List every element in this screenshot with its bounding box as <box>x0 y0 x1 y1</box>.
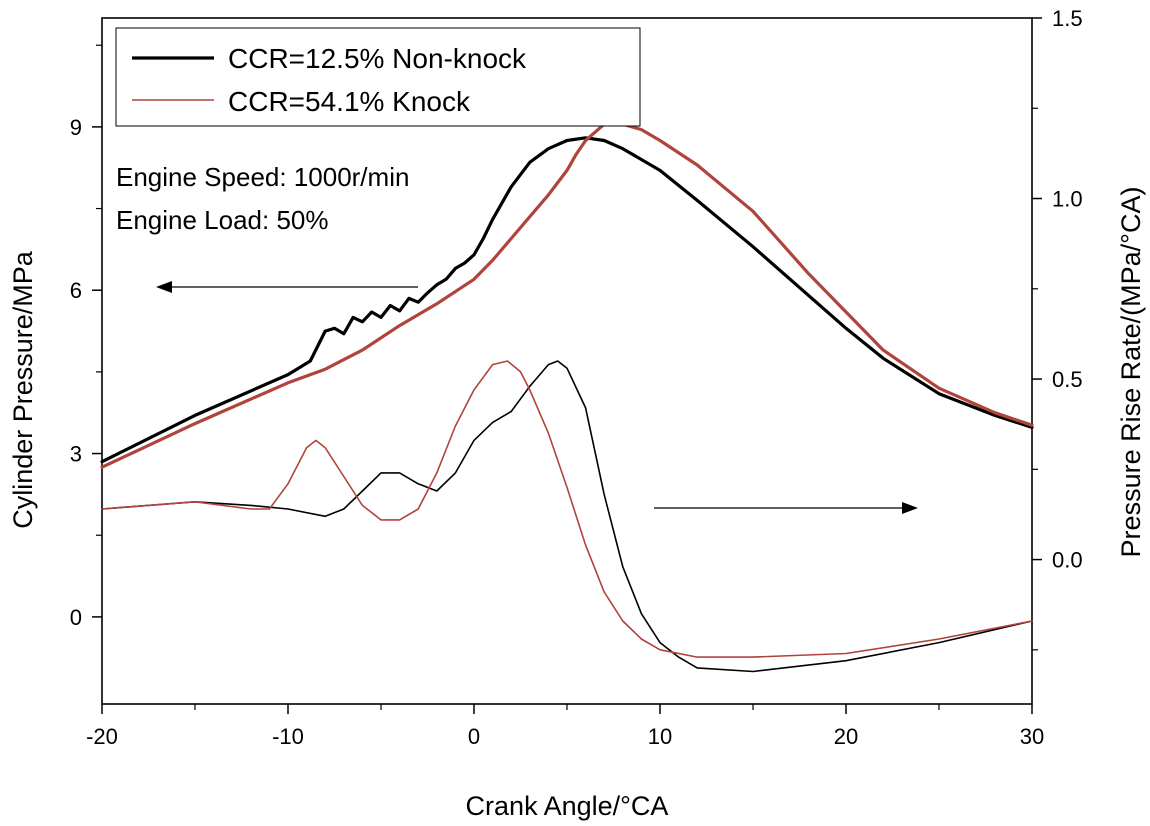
y-right-tick-label: 1.5 <box>1052 6 1083 31</box>
legend-box <box>115 27 641 127</box>
y-right-tick-label: 0.5 <box>1052 367 1083 392</box>
x-tick-label: 0 <box>468 724 480 749</box>
series-line-0 <box>100 136 1034 464</box>
y-left-tick-label: 6 <box>70 278 82 303</box>
y-right-tick-label: 1.0 <box>1052 187 1083 212</box>
legend: CCR=12.5% Non-knock CCR=54.1% Knock <box>115 27 641 127</box>
x-tick-label: 10 <box>648 724 672 749</box>
y-left-axis-title: Cylinder Pressure/MPa <box>8 250 38 529</box>
y-right-axis-title: Pressure Rise Rate/(MPa/°CA) <box>1116 187 1146 558</box>
right-axis-arrow <box>654 502 918 514</box>
y-left-tick-label: 0 <box>70 605 82 630</box>
left-axis-arrow <box>156 281 418 293</box>
legend-label-knock: CCR=54.1% Knock <box>228 86 471 117</box>
data-series <box>100 122 1034 673</box>
series-line-2 <box>101 360 1033 673</box>
annotation-engine-load: Engine Load: 50% <box>116 205 329 235</box>
x-tick-label: -20 <box>86 724 118 749</box>
x-axis-title: Crank Angle/°CA <box>466 791 669 821</box>
y-right-tick-label: 0.0 <box>1052 548 1083 573</box>
legend-label-non-knock: CCR=12.5% Non-knock <box>228 43 527 74</box>
y-left-tick-label: 9 <box>70 115 82 140</box>
x-tick-label: 30 <box>1020 724 1044 749</box>
series-line-3 <box>101 360 1033 658</box>
y-left-tick-label: 3 <box>70 442 82 467</box>
axis-ticks: -20 -10 0 10 20 30 0 3 6 9 0.0 0.5 1.0 1.5 <box>70 6 1083 749</box>
x-tick-label: 20 <box>834 724 858 749</box>
x-tick-label: -10 <box>272 724 304 749</box>
annotation-engine-speed: Engine Speed: 1000r/min <box>116 162 409 192</box>
series-line-1 <box>100 122 1034 469</box>
